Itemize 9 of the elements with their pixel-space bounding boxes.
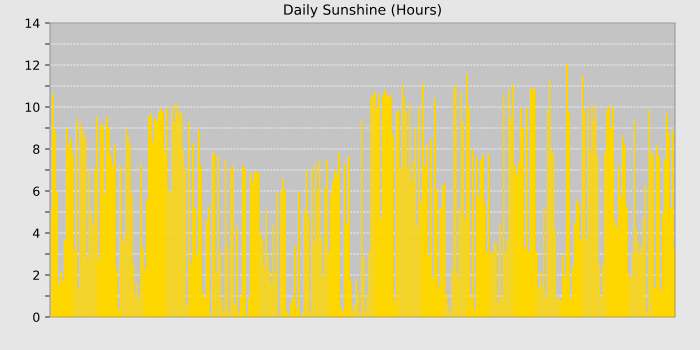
y-tick-label: 4: [32, 228, 40, 238]
y-tick-label: 10: [26, 102, 40, 112]
chart-title: Daily Sunshine (Hours): [284, 4, 441, 18]
y-tick-label: 8: [33, 144, 40, 154]
y-tick-label: 6: [33, 186, 40, 196]
y-tick-label: 14: [26, 18, 40, 28]
y-tick-label: 12: [26, 60, 40, 70]
y-tick-label: 2: [33, 270, 40, 280]
y-tick-label: 0: [33, 312, 40, 322]
